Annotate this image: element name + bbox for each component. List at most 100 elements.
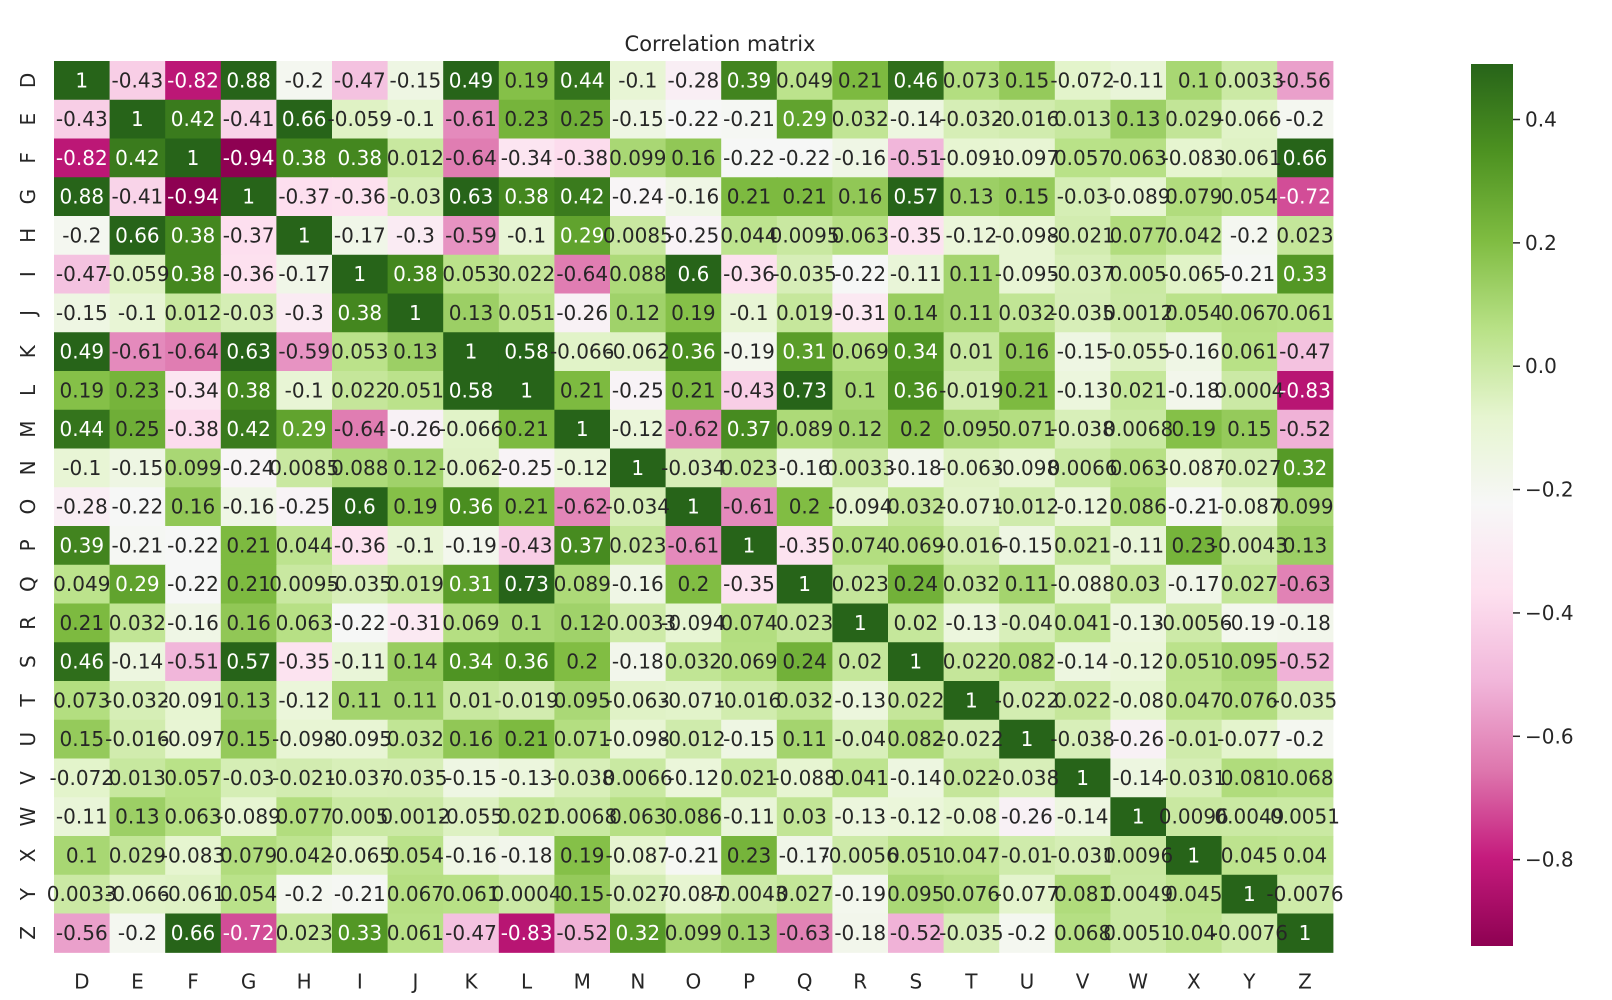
cell-annotation-T-O: -0.071 [661,688,725,712]
heatmap-cell-T-V [1054,681,1111,721]
heatmap-cell-I-T [943,254,1000,295]
heatmap-cell-S-I [332,642,389,682]
heatmap-cell-E-O [665,99,722,140]
heatmap-cell-O-M [554,487,611,527]
cell-annotation-E-I: -0.059 [328,107,392,131]
cell-annotation-F-K: -0.64 [445,146,497,170]
cell-annotation-S-N: -0.18 [612,650,664,674]
heatmap-cell-G-G [220,177,277,217]
cell-annotation-H-E: 0.66 [115,223,160,247]
heatmap-cell-U-R [832,719,889,760]
cell-annotation-R-V: 0.041 [1054,611,1111,635]
cell-annotation-Z-D: -0.56 [56,921,108,945]
cell-annotation-D-Z: -0.56 [1279,68,1331,92]
heatmap-cell-O-T [943,487,1000,527]
cell-annotation-I-U: -0.095 [995,262,1059,286]
heatmap-cell-V-N [610,758,667,798]
heatmap-cell-P-V [1054,526,1111,566]
cell-annotation-S-G: 0.57 [226,650,271,674]
heatmap-cell-P-O [665,526,722,566]
cell-annotation-K-M: -0.066 [550,340,614,364]
cell-annotation-P-E: -0.21 [112,533,164,557]
cell-annotation-T-R: -0.13 [834,688,886,712]
heatmap-cell-D-J [387,61,444,101]
cell-annotation-V-Y: 0.081 [1221,766,1278,790]
heatmap-cell-F-N [610,138,667,178]
x-tick-label-F: F [187,969,199,993]
cell-annotation-E-O: -0.22 [668,107,720,131]
cell-annotation-V-K: -0.15 [445,766,497,790]
cell-annotation-H-X: 0.042 [1165,223,1222,247]
cell-annotation-H-Z: 0.023 [1276,223,1333,247]
heatmap-cell-Z-X [1166,913,1223,953]
cell-annotation-K-S: 0.34 [894,340,939,364]
cell-annotation-O-T: -0.071 [939,495,1003,519]
heatmap-cell-X-D [54,836,111,876]
heatmap-cell-L-X [1166,371,1223,411]
cell-annotation-K-W: -0.055 [1106,340,1170,364]
heatmap-cell-O-N [610,487,667,527]
heatmap-cell-R-E [109,603,166,643]
heatmap-cell-P-H [276,526,333,566]
cell-annotation-Q-D: 0.049 [53,572,110,596]
y-tick-label-K: K [16,344,40,358]
cell-annotation-O-X: -0.21 [1168,495,1220,519]
heatmap-cell-I-M [554,254,611,295]
cell-annotation-U-X: -0.01 [1168,727,1220,751]
cell-annotation-S-V: -0.14 [1057,650,1109,674]
heatmap-cell-M-H [276,409,333,450]
heatmap-cell-M-O [665,409,722,450]
cell-annotation-L-L: 1 [520,378,533,402]
heatmap-cell-I-G [220,254,277,295]
cell-annotation-T-U: -0.022 [995,688,1059,712]
heatmap-cell-Q-E [109,564,166,605]
heatmap-cell-Q-Q [776,564,833,605]
heatmap-cell-W-J [387,797,444,837]
cell-annotation-S-R: 0.02 [838,650,883,674]
cell-annotation-O-M: -0.62 [556,495,608,519]
cell-annotation-L-K: 0.58 [449,378,494,402]
heatmap-cell-D-V [1054,61,1111,101]
cell-annotation-U-Q: 0.11 [782,727,827,751]
heatmap-cell-L-L [498,371,555,411]
heatmap-cell-L-U [999,371,1056,411]
cell-annotation-L-E: 0.23 [115,378,160,402]
heatmap-cell-M-Z [1277,409,1334,450]
heatmap-cell-E-V [1054,99,1111,140]
heatmap-cell-X-E [109,836,166,876]
heatmap-cell-U-T [943,719,1000,760]
heatmap-cell-E-J [387,99,444,140]
cell-annotation-K-Q: 0.31 [782,340,827,364]
heatmap-cell-K-E [109,332,166,372]
colorbar-tick-label: −0.4 [1525,601,1574,625]
cell-annotation-V-Q: -0.088 [772,766,836,790]
heatmap-cell-X-G [220,836,277,876]
heatmap-cell-Y-Z [1277,874,1334,915]
heatmap-cell-L-V [1054,371,1111,411]
heatmap-cell-R-L [498,603,555,643]
heatmap-cell-Q-X [1166,564,1223,605]
cell-annotation-Z-S: -0.52 [890,921,942,945]
heatmap-cell-G-I [332,177,389,217]
cell-annotation-V-M: -0.038 [550,766,614,790]
cell-annotation-X-W: 0.0096 [1103,843,1173,867]
heatmap-cell-T-P [721,681,778,721]
heatmap-cell-S-M [554,642,611,682]
heatmap-cell-M-Q [776,409,833,450]
heatmap-cell-I-N [610,254,667,295]
cell-annotation-O-D: -0.28 [56,495,108,519]
heatmap-cell-X-F [165,836,222,876]
cell-annotation-U-Y: -0.077 [1217,727,1281,751]
cell-annotation-G-J: -0.03 [390,185,442,209]
heatmap-cell-Q-J [387,564,444,605]
cell-annotation-H-N: 0.0085 [603,223,673,247]
heatmap-cell-P-Z [1277,526,1334,566]
cell-annotation-P-Q: -0.35 [779,533,831,557]
heatmap-cell-K-V [1054,332,1111,372]
cell-annotation-Y-G: 0.054 [220,882,277,906]
cell-annotation-T-D: 0.073 [53,688,110,712]
cell-annotation-Z-Z: 1 [1299,921,1312,945]
heatmap-cell-Q-D [54,564,111,605]
heatmap-cell-F-Q [776,138,833,178]
y-tick-label-V: V [16,771,40,785]
